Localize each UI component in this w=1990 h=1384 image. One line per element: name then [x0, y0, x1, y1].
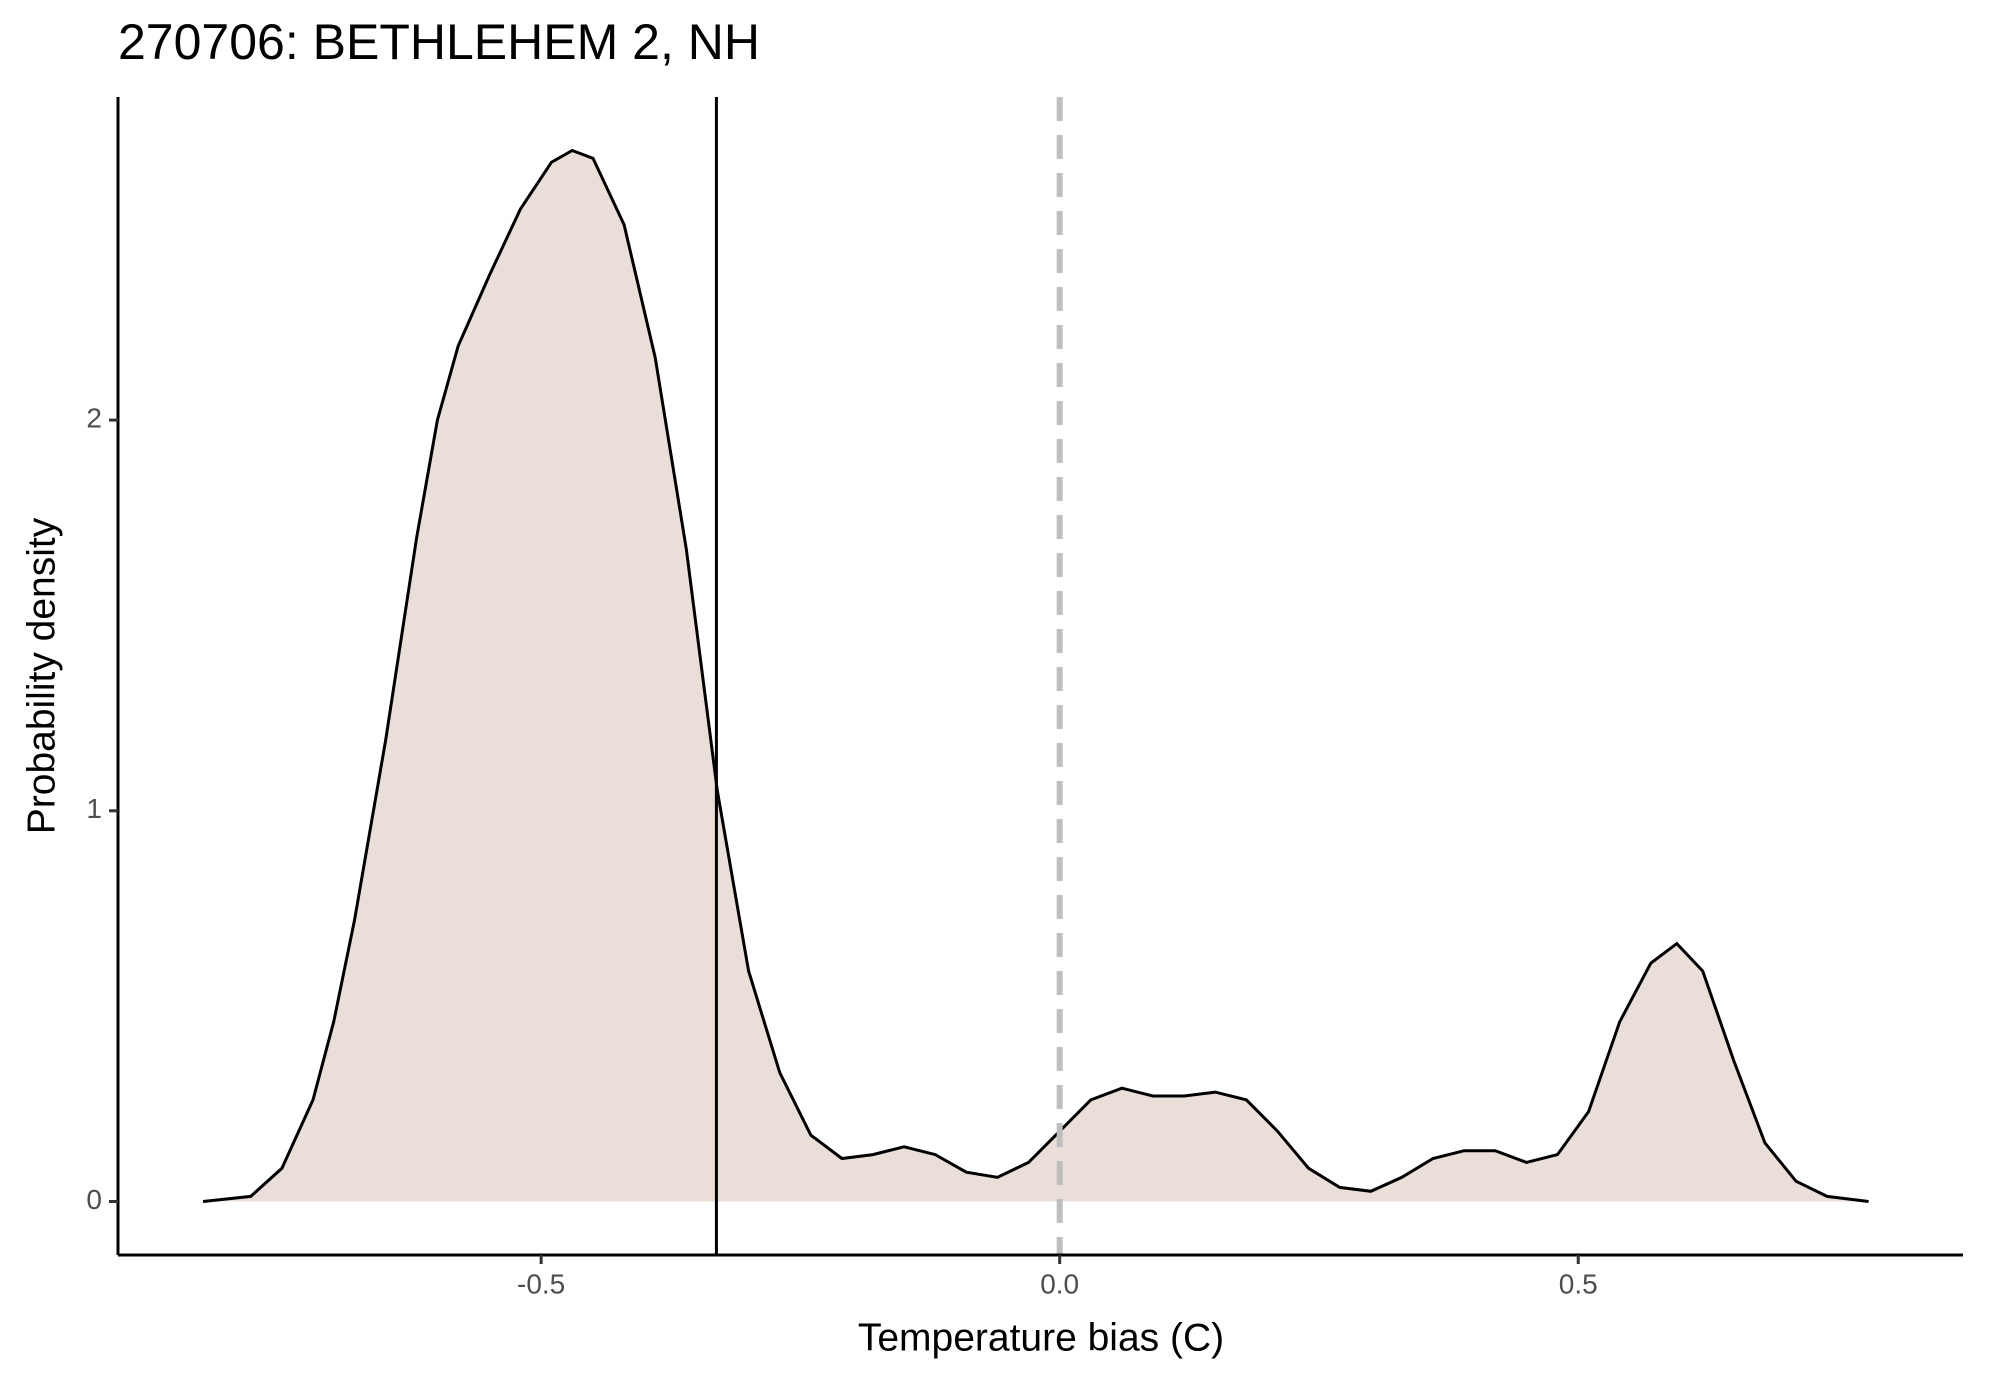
chart-title: 270706: BETHLEHEM 2, NH — [118, 14, 760, 70]
y-axis-title: Probability density — [20, 517, 63, 834]
x-tick-label: 0.0 — [1040, 1268, 1079, 1299]
y-tick-label: 2 — [86, 402, 102, 433]
density-line — [202, 148, 1869, 1203]
density-area — [203, 150, 1869, 1202]
x-axis-title: Temperature bias (C) — [858, 1316, 1224, 1359]
y-tick-label: 1 — [86, 793, 102, 824]
x-tick-label: 0.5 — [1559, 1268, 1598, 1299]
y-tick-label: 0 — [86, 1184, 102, 1215]
x-tick-label: -0.5 — [517, 1268, 565, 1299]
